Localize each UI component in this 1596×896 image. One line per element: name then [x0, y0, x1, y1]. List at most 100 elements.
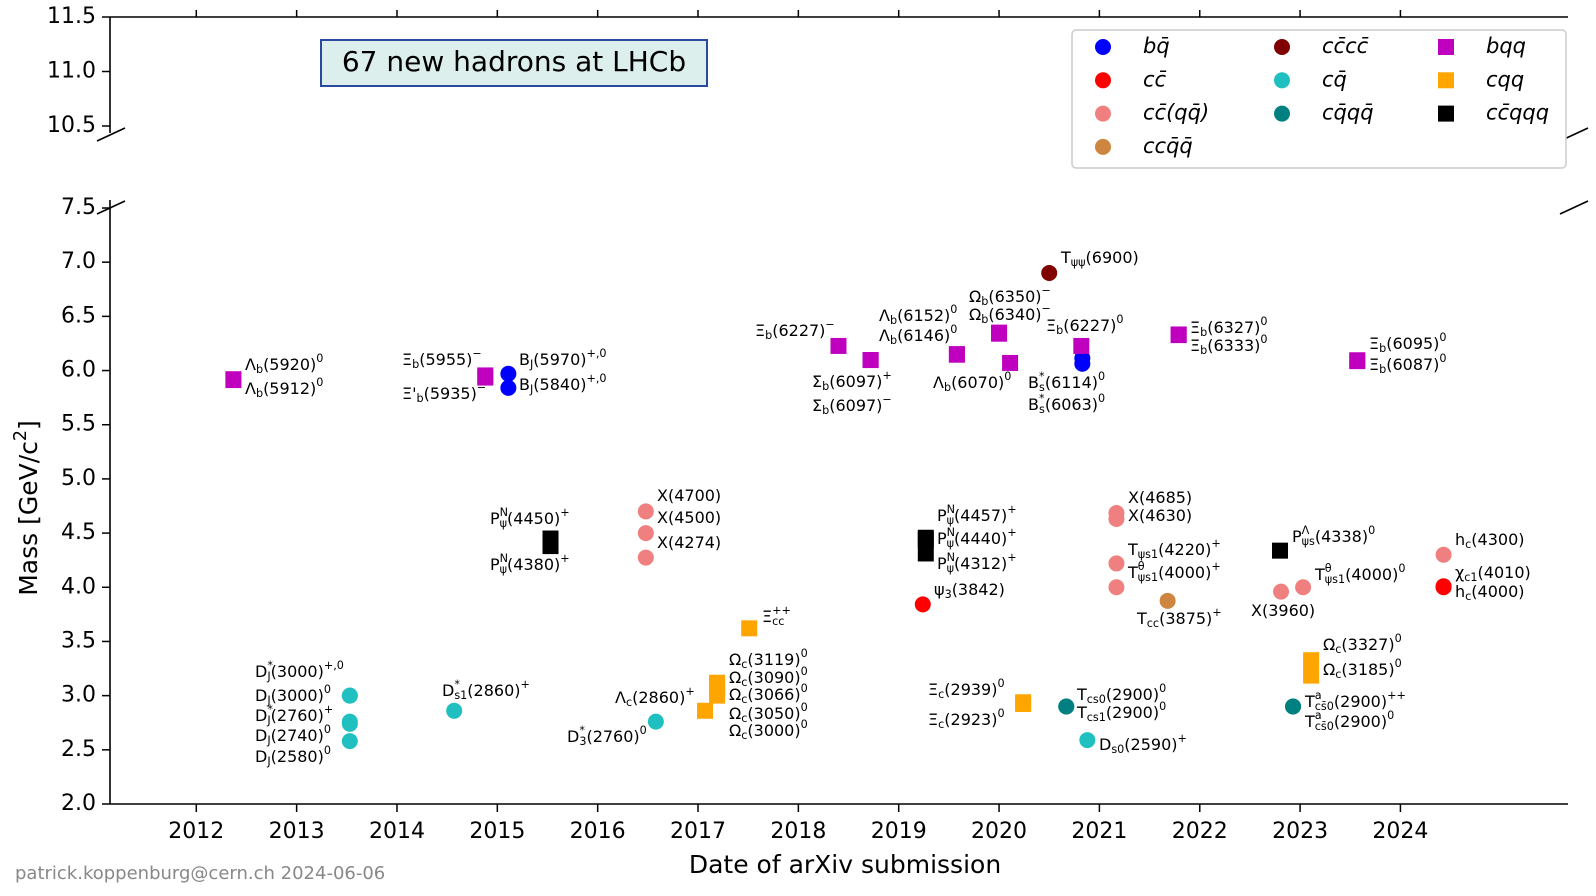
- point-label: Ξ++ cc: [762, 604, 791, 628]
- legend-label: cc̄cc̄: [1322, 34, 1369, 58]
- data-point: [1435, 546, 1452, 563]
- data-point: [709, 687, 726, 704]
- data-point: [830, 337, 847, 354]
- data-point: [1273, 583, 1290, 600]
- y-tick-label: 6.0: [61, 358, 96, 383]
- data-point: [948, 346, 965, 363]
- point-label: Λb(6152)0: [879, 303, 957, 327]
- point-label: Ξc(2923)0: [928, 707, 1005, 731]
- y-tick-label: 2.0: [61, 791, 96, 816]
- point-label: D* s1(2860)+: [442, 678, 530, 702]
- y-tick-label: 6.5: [61, 303, 96, 328]
- point-label: Ωc(3185)0: [1323, 657, 1402, 681]
- data-point: [862, 352, 879, 369]
- point-label: BJ(5970)+,0: [519, 347, 607, 371]
- axis-break: [96, 127, 126, 142]
- point-label: D* 3(2760)0: [567, 724, 647, 748]
- point-label: X(4274): [657, 533, 721, 552]
- y-tick-label: 7.0: [61, 249, 96, 274]
- point-label: X(4700): [657, 486, 721, 505]
- data-point: [1272, 542, 1289, 559]
- point-label: X(4630): [1128, 506, 1192, 525]
- point-label: hc(4300): [1455, 530, 1525, 551]
- point-label: X(3960): [1251, 601, 1315, 620]
- legend-marker: [1095, 138, 1111, 155]
- point-label: Ωb(6340)−: [969, 302, 1051, 326]
- data-point: [477, 369, 494, 386]
- legend-marker: [1095, 105, 1111, 122]
- y-tick-label: 2.5: [61, 737, 96, 762]
- data-point: [500, 365, 517, 382]
- x-tick-label: 2021: [1071, 819, 1127, 844]
- annotation: 67 new hadrons at LHCb: [342, 45, 686, 78]
- point-label: Tcc(3875)+: [1136, 606, 1222, 630]
- y-tick-label: 5.0: [61, 466, 96, 491]
- legend-label: cq̄: [1322, 67, 1347, 91]
- y-tick-label: 7.5: [61, 195, 96, 220]
- legend-label: cc̄qqq: [1486, 101, 1549, 125]
- point-label: Tcs1(2900)0: [1076, 700, 1166, 724]
- y-tick-label: 11.5: [47, 4, 96, 29]
- point-label: PΛ ψs(4338)0: [1292, 524, 1375, 548]
- x-tick-label: 2017: [670, 819, 726, 844]
- axis-break: [1559, 200, 1589, 215]
- x-tick-label: 2014: [369, 819, 425, 844]
- legend-label: bq̄: [1143, 34, 1170, 58]
- point-label: BJ(5840)+,0: [519, 372, 607, 396]
- point-label: Ξ'b(5935)−: [402, 381, 486, 405]
- y-tick-label: 4.5: [61, 520, 96, 545]
- y-tick-label: 4.0: [61, 574, 96, 599]
- legend-label: cqq: [1486, 67, 1524, 91]
- x-tick-label: 2023: [1272, 819, 1328, 844]
- data-point: [647, 713, 664, 730]
- x-tick-label: 2012: [168, 819, 224, 844]
- y-axis-label: Mass [GeV/c2]: [11, 420, 44, 596]
- point-label: Ξb(6227)0: [1046, 313, 1124, 337]
- axis-break: [96, 200, 126, 215]
- point-label: PN ψ(4450)+: [490, 506, 570, 530]
- point-label: Ta cs̄0(2900)0: [1304, 709, 1394, 733]
- data-point: [446, 702, 463, 719]
- annotation-box: [320, 39, 708, 87]
- x-tick-label: 2018: [770, 819, 826, 844]
- point-label: DJ(2580)0: [255, 744, 331, 768]
- data-point: [1108, 579, 1125, 596]
- point-label: X(4685): [1128, 488, 1192, 507]
- y-tick-label: 11.0: [47, 59, 96, 84]
- data-point: [1041, 265, 1058, 282]
- legend-marker: [1438, 39, 1454, 55]
- data-point: [1303, 652, 1320, 669]
- point-label: Ξb(6333)0: [1190, 333, 1268, 357]
- point-label: PN ψ(4312)+: [937, 551, 1017, 575]
- data-point: [741, 620, 758, 637]
- point-label: B* s(6063)0: [1028, 392, 1105, 416]
- y-tick-label: 3.0: [61, 683, 96, 708]
- data-point: [1159, 592, 1176, 609]
- legend-marker: [1438, 72, 1454, 89]
- data-point: [1074, 355, 1091, 372]
- point-label: Tθ ψs1(4000)0: [1314, 562, 1405, 586]
- x-tick-label: 2020: [971, 819, 1027, 844]
- y-tick-label: 10.5: [47, 113, 96, 138]
- point-label: Ωb(6350)−: [969, 284, 1051, 308]
- data-point: [991, 325, 1008, 342]
- x-tick-label: 2022: [1172, 819, 1228, 844]
- point-label: Ξc(2939)0: [928, 677, 1005, 701]
- data-point: [1303, 667, 1320, 684]
- data-point: [637, 503, 654, 520]
- data-point: [500, 379, 517, 396]
- point-label: hc(4000): [1455, 582, 1525, 603]
- legend-marker: [1095, 39, 1111, 55]
- point-label: Ξb(6087)0: [1369, 352, 1447, 376]
- data-point: [1108, 511, 1125, 528]
- point-label: PN ψ(4457)+: [937, 503, 1017, 527]
- data-point: [341, 715, 358, 732]
- point-label: Ds0(2590)+: [1099, 732, 1187, 756]
- data-point: [1435, 579, 1452, 596]
- legend-marker: [1438, 105, 1454, 122]
- data-point: [1073, 337, 1090, 354]
- data-point: [1285, 698, 1302, 715]
- point-label: Ωc(3090)0: [729, 665, 808, 689]
- point-label: B* s(6114)0: [1028, 370, 1105, 394]
- legend-label: ccq̄q̄: [1143, 134, 1193, 158]
